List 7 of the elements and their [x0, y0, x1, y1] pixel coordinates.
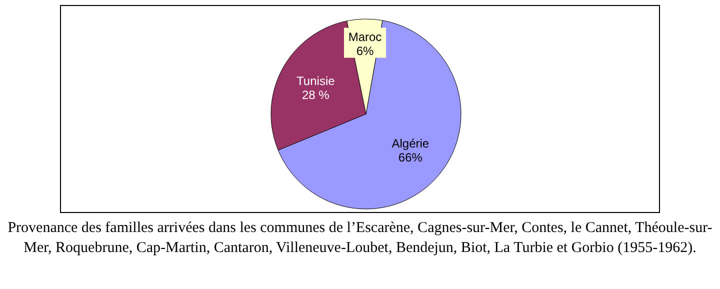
data-label: 6% [356, 44, 374, 58]
data-label: 66% [398, 150, 423, 165]
text: Provenance des familles arrivées dans les communes de l’Escarène, Cagnes-sur-Mer, Contes, le Cannet, Théoule-sur-Mer, Roquebrune, Cap-Martin, Cantaron, Villeneuve-Loubet, Bendejun, Biot, La Turbie et Gorbio (1955-1962). [6, 219, 714, 258]
slice-label: Algérie [392, 136, 430, 151]
slice-label: Maroc [348, 30, 382, 44]
data-label: 28 % [302, 88, 330, 102]
slice-label: Tunisie [296, 74, 336, 88]
